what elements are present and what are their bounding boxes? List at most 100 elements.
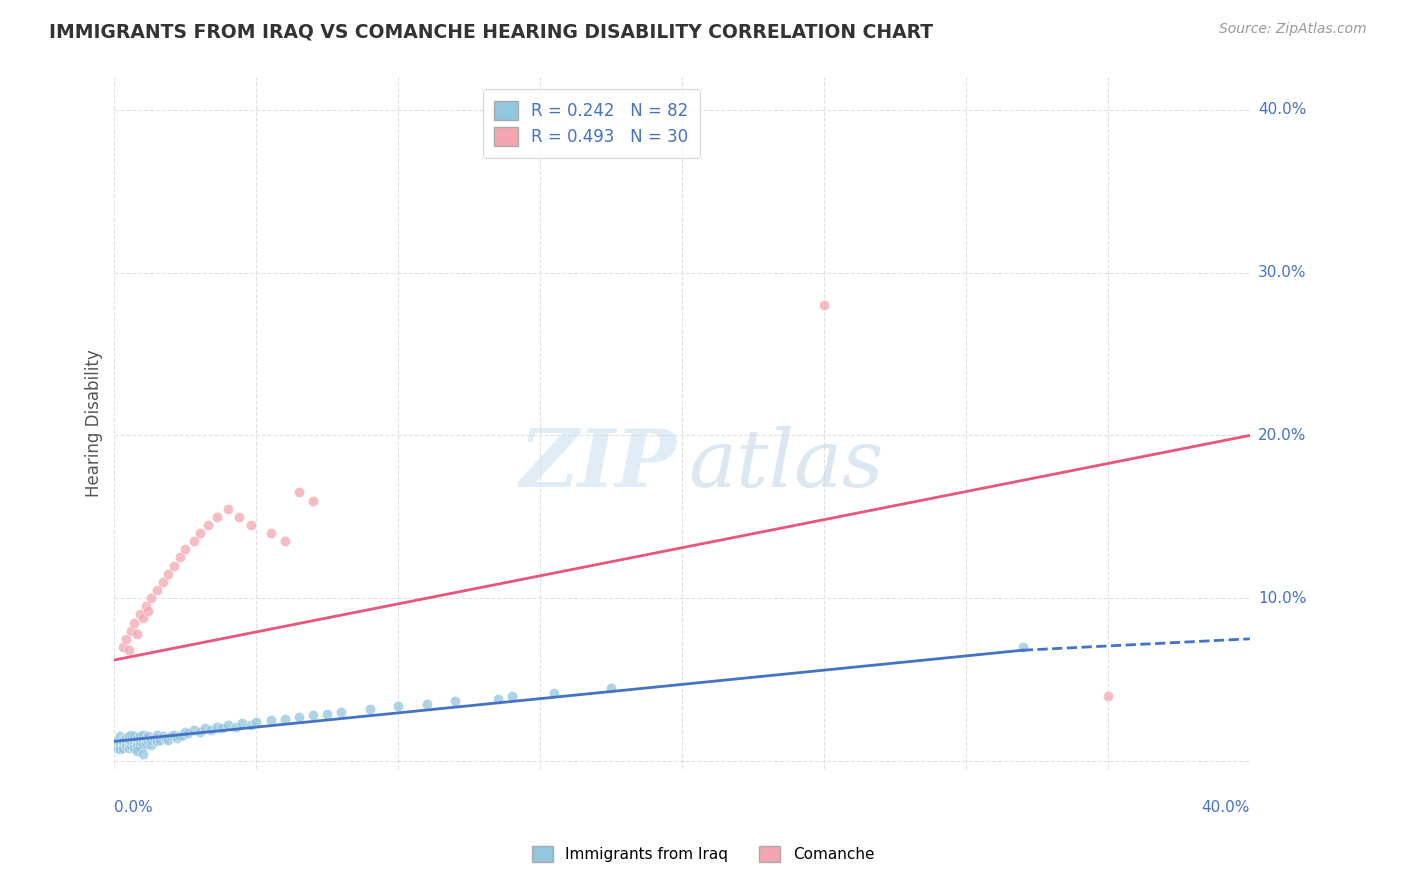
Legend: Immigrants from Iraq, Comanche: Immigrants from Iraq, Comanche — [526, 840, 880, 868]
Point — [120, 624, 142, 638]
Point — [111, 732, 134, 747]
Point — [200, 723, 222, 737]
Point — [117, 740, 139, 755]
Point — [387, 698, 409, 713]
Point — [105, 734, 128, 748]
Point — [600, 681, 623, 695]
Text: 40.0%: 40.0% — [1258, 103, 1306, 118]
Point — [129, 738, 152, 752]
Point — [274, 712, 297, 726]
Point — [259, 713, 281, 727]
Point — [132, 739, 155, 754]
Point — [143, 731, 166, 745]
Point — [183, 534, 205, 549]
Point — [120, 734, 142, 748]
Point — [105, 738, 128, 752]
Point — [114, 739, 136, 754]
Point — [149, 732, 172, 747]
Point — [146, 728, 169, 742]
Point — [132, 728, 155, 742]
Point — [111, 640, 134, 654]
Point — [225, 720, 247, 734]
Point — [316, 706, 339, 721]
Point — [135, 736, 157, 750]
Point — [141, 738, 163, 752]
Text: 20.0%: 20.0% — [1258, 428, 1306, 443]
Point — [302, 708, 325, 723]
Point — [172, 728, 194, 742]
Y-axis label: Hearing Disability: Hearing Disability — [86, 350, 103, 497]
Point — [177, 726, 200, 740]
Point — [114, 736, 136, 750]
Point — [188, 724, 211, 739]
Point — [163, 728, 186, 742]
Point — [124, 730, 146, 744]
Point — [259, 526, 281, 541]
Point — [330, 705, 353, 719]
Point — [217, 501, 239, 516]
Point — [239, 718, 262, 732]
Point — [124, 738, 146, 752]
Point — [157, 732, 180, 747]
Point — [444, 693, 467, 707]
Point — [127, 627, 149, 641]
Point — [543, 685, 565, 699]
Point — [127, 739, 149, 754]
Point — [174, 724, 197, 739]
Point — [141, 732, 163, 747]
Point — [135, 599, 157, 614]
Point — [124, 732, 146, 747]
Point — [108, 736, 131, 750]
Text: 30.0%: 30.0% — [1258, 265, 1306, 280]
Point — [813, 298, 835, 312]
Text: atlas: atlas — [688, 426, 883, 503]
Point — [111, 740, 134, 755]
Point — [108, 730, 131, 744]
Text: Source: ZipAtlas.com: Source: ZipAtlas.com — [1219, 22, 1367, 37]
Point — [114, 731, 136, 745]
Point — [188, 526, 211, 541]
Point — [132, 610, 155, 624]
Point — [146, 734, 169, 748]
Point — [194, 722, 217, 736]
Point — [138, 734, 160, 748]
Point — [211, 722, 233, 736]
Point — [129, 607, 152, 622]
Point — [146, 582, 169, 597]
Point — [117, 730, 139, 744]
Point — [157, 566, 180, 581]
Point — [129, 730, 152, 744]
Point — [501, 689, 523, 703]
Point — [132, 732, 155, 747]
Point — [117, 732, 139, 747]
Point — [108, 739, 131, 754]
Point — [228, 509, 250, 524]
Point — [245, 714, 267, 729]
Point — [302, 493, 325, 508]
Point — [127, 736, 149, 750]
Text: 0.0%: 0.0% — [114, 799, 153, 814]
Point — [132, 747, 155, 762]
Point — [288, 485, 311, 500]
Point — [111, 734, 134, 748]
Point — [205, 720, 228, 734]
Point — [231, 716, 253, 731]
Point — [288, 710, 311, 724]
Point — [183, 723, 205, 737]
Point — [239, 517, 262, 532]
Point — [120, 728, 142, 742]
Point — [415, 697, 437, 711]
Point — [141, 591, 163, 606]
Point — [169, 730, 191, 744]
Point — [1011, 640, 1033, 654]
Point — [160, 730, 183, 744]
Legend: R = 0.242   N = 82, R = 0.493   N = 30: R = 0.242 N = 82, R = 0.493 N = 30 — [482, 89, 700, 158]
Text: ZIP: ZIP — [520, 426, 676, 503]
Point — [163, 558, 186, 573]
Point — [120, 739, 142, 754]
Point — [166, 731, 188, 745]
Point — [105, 740, 128, 755]
Point — [174, 542, 197, 557]
Point — [217, 718, 239, 732]
Text: 40.0%: 40.0% — [1202, 799, 1250, 814]
